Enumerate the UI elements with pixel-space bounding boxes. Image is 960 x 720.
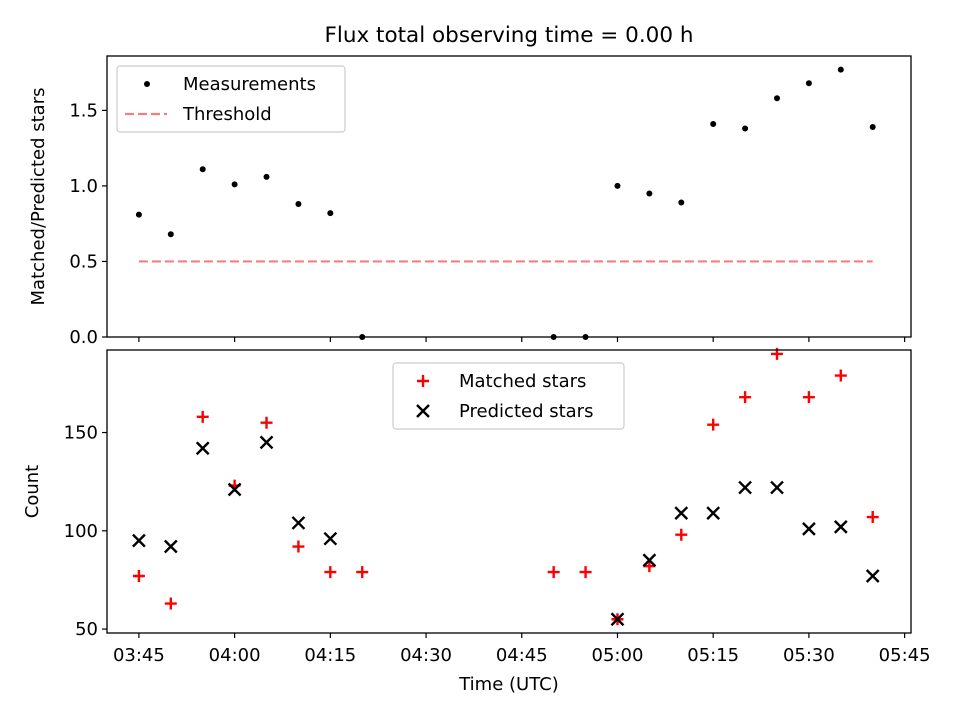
matched-star-point: [643, 560, 656, 573]
matched-star-point: [260, 416, 273, 429]
legend: Measurements Threshold: [116, 65, 346, 133]
legend-label: Threshold: [182, 104, 272, 125]
legend-label: Matched stars: [459, 371, 586, 392]
y-tick-label: 0.0: [69, 327, 98, 348]
measurement-point: [742, 125, 749, 132]
matched-star-point: [132, 570, 145, 583]
matched-star-point: [292, 540, 305, 553]
measurement-point: [199, 166, 206, 173]
measurement-point: [327, 210, 334, 217]
matched-star-point: [739, 391, 752, 404]
legend-box: [116, 65, 346, 133]
predicted-star-point: [291, 516, 306, 530]
matched-star-point: [547, 566, 560, 579]
legend-x-icon: [416, 404, 430, 418]
legend-label: Predicted stars: [459, 401, 593, 422]
y-tick-label: 150: [64, 423, 98, 444]
measurement-point: [646, 190, 653, 197]
axes-frame: [106, 349, 912, 634]
measurement-point: [295, 201, 302, 208]
predicted-star-point: [738, 480, 752, 495]
measurement-point: [805, 80, 812, 87]
x-tick-label: 05:15: [687, 645, 739, 666]
x-tick-label: 05:45: [879, 645, 931, 666]
predicted-star-point: [132, 533, 146, 548]
legend-dot-icon: [144, 81, 150, 87]
predicted-star-point: [227, 482, 242, 497]
y-tick-label: 0.5: [69, 251, 98, 272]
y-tick-label: 1.5: [69, 100, 98, 121]
x-axis-label: Time (UTC): [458, 674, 559, 695]
predicted-star-point: [195, 441, 210, 456]
x-tick-label: 04:30: [400, 645, 452, 666]
measurement-point: [869, 124, 876, 131]
series-predicted-stars: [132, 435, 880, 627]
measurement-point: [231, 181, 238, 188]
y-tick-label: 50: [75, 619, 98, 640]
legend: Matched stars Predicted stars: [392, 362, 625, 430]
measurement-point: [710, 120, 717, 127]
series-measurements: [135, 66, 876, 340]
count-panel: 03:45 04:00 04:15 04:30 04:45 05:00 05:15 05:30…: [22, 347, 931, 666]
measurement-point: [678, 199, 685, 206]
x-tick-label: 03:45: [113, 645, 165, 666]
predicted-star-point: [833, 520, 848, 534]
matched-star-point: [356, 566, 369, 579]
predicted-star-point: [706, 506, 721, 520]
matched-star-point: [866, 511, 879, 524]
matched-star-point: [579, 566, 592, 579]
predicted-star-point: [770, 480, 784, 495]
x-tick-label: 04:45: [496, 645, 548, 666]
predicted-star-point: [259, 435, 274, 450]
matched-star-point: [196, 410, 209, 423]
measurement-point: [774, 95, 780, 102]
predicted-star-point: [610, 612, 625, 627]
predicted-star-point: [323, 531, 338, 546]
y-tick-label: 1.0: [69, 176, 98, 197]
predicted-star-point: [674, 506, 689, 520]
x-tick-label: 04:00: [209, 645, 261, 666]
x-tick-label: 04:15: [304, 645, 356, 666]
ratio-panel: 0.0 0.5 1.0 1.5 Matched/Predicted stars Measu…: [28, 55, 912, 348]
matched-star-point: [164, 597, 177, 610]
axes-frame: [106, 55, 912, 338]
measurement-point: [135, 211, 142, 218]
measurement-point: [263, 173, 270, 180]
x-tick-label: 05:00: [592, 645, 644, 666]
matched-star-point: [707, 418, 720, 431]
legend-label: Measurements: [183, 74, 316, 95]
measurement-point: [837, 66, 844, 73]
y-tick-label: 100: [64, 521, 98, 542]
predicted-star-point: [802, 521, 816, 536]
predicted-star-point: [642, 553, 657, 568]
y-axis-label: Matched/Predicted stars: [28, 88, 49, 306]
figure-title: Flux total observing time = 0.00 h: [325, 23, 694, 48]
matched-star-point: [834, 369, 847, 382]
legend-box: [392, 362, 625, 430]
y-axis-label: Count: [22, 465, 43, 518]
matched-star-point: [324, 566, 337, 579]
predicted-star-point: [163, 539, 178, 554]
matched-star-point: [675, 528, 688, 541]
measurement-point: [167, 231, 174, 238]
x-tick-label: 05:30: [783, 645, 835, 666]
measurement-point: [614, 182, 621, 189]
matched-star-point: [802, 391, 815, 404]
predicted-star-point: [865, 569, 880, 583]
legend-plus-icon: [417, 375, 429, 387]
